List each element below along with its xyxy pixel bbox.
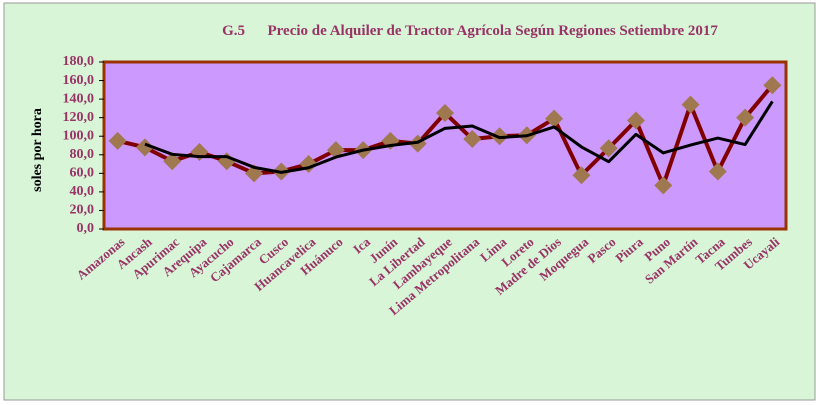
y-tick-label: 60,0: [70, 166, 95, 181]
y-tick-label: 20,0: [70, 203, 95, 218]
marker: [599, 139, 618, 158]
series-line: [144, 100, 774, 174]
marker: [436, 104, 454, 123]
marker: [626, 111, 645, 130]
y-tick-label: 120,0: [63, 110, 95, 125]
y-axis-label: soles por hora: [30, 108, 45, 192]
marker: [654, 176, 673, 195]
y-tick-label: 140,0: [63, 91, 95, 106]
y-tick-label: 0,0: [77, 221, 95, 236]
marker: [108, 131, 127, 150]
marker: [572, 166, 591, 185]
marker: [463, 130, 482, 149]
chart-title: G.5 Precio de Alquiler de Tractor Agríco…: [222, 23, 718, 39]
marker: [763, 76, 782, 95]
marker: [681, 95, 700, 114]
marker: [245, 164, 264, 183]
y-tick-label: 100,0: [63, 128, 95, 143]
marker: [708, 162, 727, 181]
marker: [545, 109, 564, 128]
marker: [736, 108, 755, 127]
marker: [163, 152, 182, 171]
plot-area: [102, 60, 788, 231]
y-tick-label: 80,0: [70, 147, 95, 162]
y-tick-label: 180,0: [63, 54, 95, 69]
y-tick-label: 40,0: [70, 184, 95, 199]
y-tick-label: 160,0: [63, 73, 95, 88]
marker: [135, 138, 154, 157]
